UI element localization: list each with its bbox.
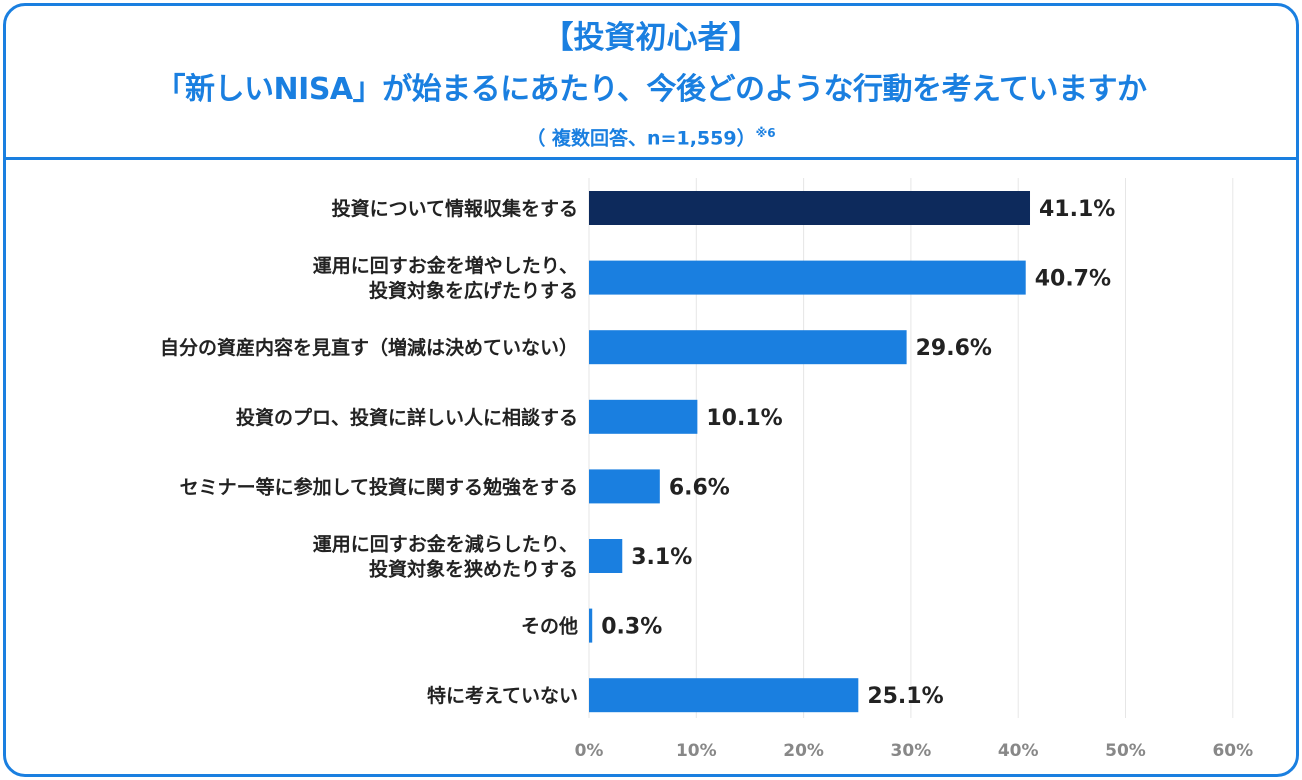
value-label: 0.3%	[601, 615, 662, 640]
value-label: 40.7%	[1035, 267, 1111, 292]
category-label: 自分の資産内容を見直す（増減は決めていない）	[160, 336, 578, 359]
bar	[589, 608, 593, 643]
value-label: 6.6%	[669, 475, 730, 500]
bar	[589, 539, 623, 573]
x-tick-label: 20%	[783, 741, 824, 761]
category-label: 投資のプロ、投資に詳しい人に相談する	[236, 406, 578, 429]
bar	[589, 399, 698, 434]
category-label: 運用に回すお金を減らしたり、投資対象を狭めたりする	[313, 533, 578, 581]
category-label: その他	[521, 615, 578, 638]
category-label: 特に考えていない	[427, 685, 578, 707]
value-label: 25.1%	[867, 684, 943, 709]
chart-header: 【投資初心者】 「新しいNISA」が始まるにあたり、今後どのような行動を考えてい…	[6, 6, 1296, 160]
category-label: セミナー等に参加して投資に関する勉強をする	[180, 475, 578, 498]
value-label: 29.6%	[916, 336, 992, 361]
bar	[589, 469, 660, 504]
bar	[589, 191, 1031, 225]
value-label: 10.1%	[706, 406, 782, 431]
sample-note: （ 複数回答、n=1,559）	[526, 127, 756, 150]
x-tick-label: 60%	[1212, 741, 1253, 761]
chart-title: 【投資初心者】	[542, 20, 760, 56]
category-label: 投資について情報収集をする	[332, 197, 578, 220]
x-tick-label: 30%	[891, 741, 932, 761]
x-tick-label: 50%	[1105, 741, 1146, 761]
x-tick-label: 0%	[575, 741, 604, 761]
x-tick-label: 10%	[676, 741, 717, 761]
value-label: 3.1%	[631, 545, 692, 570]
bar	[589, 678, 859, 713]
footnote-mark: ※6	[755, 126, 776, 140]
category-label: 運用に回すお金を増やしたり、投資対象を広げたりする	[313, 254, 578, 302]
bar	[589, 260, 1026, 295]
bar	[589, 330, 907, 365]
value-label: 41.1%	[1039, 197, 1115, 222]
chart-frame: 【投資初心者】 「新しいNISA」が始まるにあたり、今後どのような行動を考えてい…	[3, 3, 1299, 777]
x-tick-label: 40%	[998, 741, 1039, 761]
chart-question: 「新しいNISA」が始まるにあたり、今後どのような行動を考えていますか	[155, 72, 1147, 107]
chart-subtitle: （ 複数回答、n=1,559）※6	[6, 119, 1296, 152]
